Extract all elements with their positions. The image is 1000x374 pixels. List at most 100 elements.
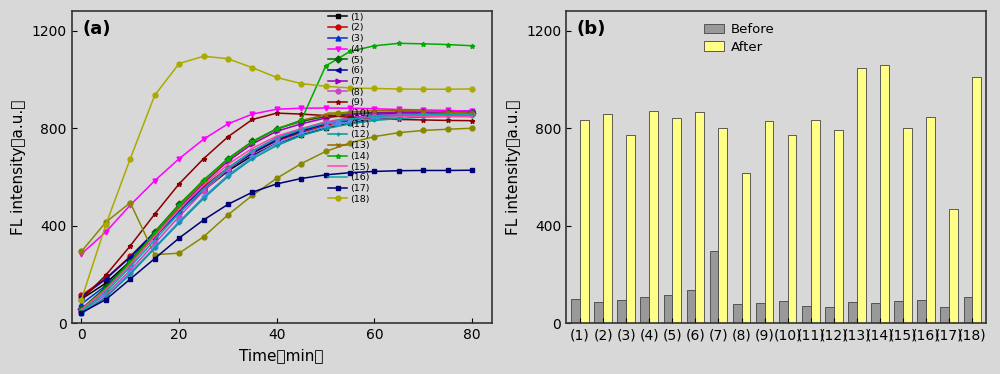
(8): [320, 120, 332, 124]
(13): [393, 108, 405, 113]
(12): [222, 174, 234, 179]
(8): [295, 126, 307, 131]
Bar: [710, 251, 718, 324]
(18): [442, 87, 454, 92]
(15): [368, 115, 380, 119]
(14): [222, 156, 234, 161]
(15): [246, 146, 258, 150]
(3): [466, 108, 478, 113]
(3): [368, 112, 380, 117]
Bar: [871, 303, 880, 324]
(13): [344, 110, 356, 114]
(5): [222, 156, 234, 161]
(16): [417, 113, 429, 117]
(11): [149, 245, 161, 249]
(1): [246, 153, 258, 158]
(4): [442, 108, 454, 113]
(3): [442, 109, 454, 113]
(7): [246, 142, 258, 146]
(18): [295, 81, 307, 86]
(14): [393, 41, 405, 46]
(6): [344, 117, 356, 121]
(13): [417, 109, 429, 113]
Bar: [972, 77, 981, 324]
(8): [222, 167, 234, 172]
(1): [295, 133, 307, 137]
(2): [442, 110, 454, 115]
(3): [344, 116, 356, 120]
(13): [198, 179, 210, 184]
(18): [320, 84, 332, 89]
(5): [198, 178, 210, 183]
(2): [417, 111, 429, 116]
(14): [100, 286, 112, 291]
(6): [100, 277, 112, 281]
(2): [246, 151, 258, 155]
(5): [173, 202, 185, 206]
(8): [368, 113, 380, 118]
(10): [295, 162, 307, 166]
(13): [271, 127, 283, 131]
(7): [368, 111, 380, 115]
(18): [417, 87, 429, 92]
(11): [368, 116, 380, 121]
(13): [100, 288, 112, 292]
(13): [295, 118, 307, 123]
(17): [222, 202, 234, 206]
Line: (6): (6): [79, 110, 475, 300]
(9): [173, 182, 185, 186]
(8): [124, 268, 136, 273]
(6): [75, 295, 87, 299]
(7): [75, 308, 87, 312]
(1): [466, 110, 478, 114]
(17): [124, 277, 136, 281]
Line: (7): (7): [79, 110, 475, 313]
(17): [246, 190, 258, 194]
(15): [198, 183, 210, 187]
(11): [75, 310, 87, 315]
(7): [320, 116, 332, 120]
Bar: [834, 130, 843, 324]
(13): [173, 205, 185, 209]
(15): [295, 126, 307, 131]
(1): [393, 114, 405, 118]
(4): [246, 112, 258, 116]
(18): [393, 87, 405, 91]
Line: (1): (1): [79, 110, 475, 301]
X-axis label: Time（min）: Time（min）: [239, 348, 324, 363]
Text: (a): (a): [82, 21, 111, 39]
(14): [246, 140, 258, 144]
(16): [222, 166, 234, 170]
(4): [173, 156, 185, 161]
(9): [100, 273, 112, 278]
(6): [198, 187, 210, 191]
(13): [75, 308, 87, 313]
(3): [393, 111, 405, 115]
(10): [466, 126, 478, 131]
(18): [466, 87, 478, 91]
Legend: (1), (2), (3), (4), (5), (6), (7), (8), (9), (10), (11), (12), (13), (14), (15),: (1), (2), (3), (4), (5), (6), (7), (8), …: [328, 13, 370, 203]
(17): [393, 168, 405, 173]
(4): [198, 137, 210, 141]
(2): [124, 254, 136, 258]
(12): [271, 143, 283, 148]
(16): [320, 121, 332, 125]
(4): [222, 122, 234, 126]
(7): [344, 112, 356, 117]
(13): [368, 108, 380, 113]
(18): [222, 56, 234, 61]
(17): [149, 256, 161, 261]
Bar: [640, 297, 649, 324]
(11): [442, 112, 454, 117]
(11): [320, 125, 332, 129]
(6): [173, 207, 185, 212]
Bar: [765, 122, 773, 324]
Y-axis label: FL intensity（a.u.）: FL intensity（a.u.）: [506, 99, 521, 235]
(10): [124, 200, 136, 205]
(5): [246, 139, 258, 144]
(14): [320, 64, 332, 68]
(9): [368, 116, 380, 121]
Line: (12): (12): [79, 113, 475, 316]
(1): [320, 126, 332, 131]
(7): [393, 110, 405, 115]
